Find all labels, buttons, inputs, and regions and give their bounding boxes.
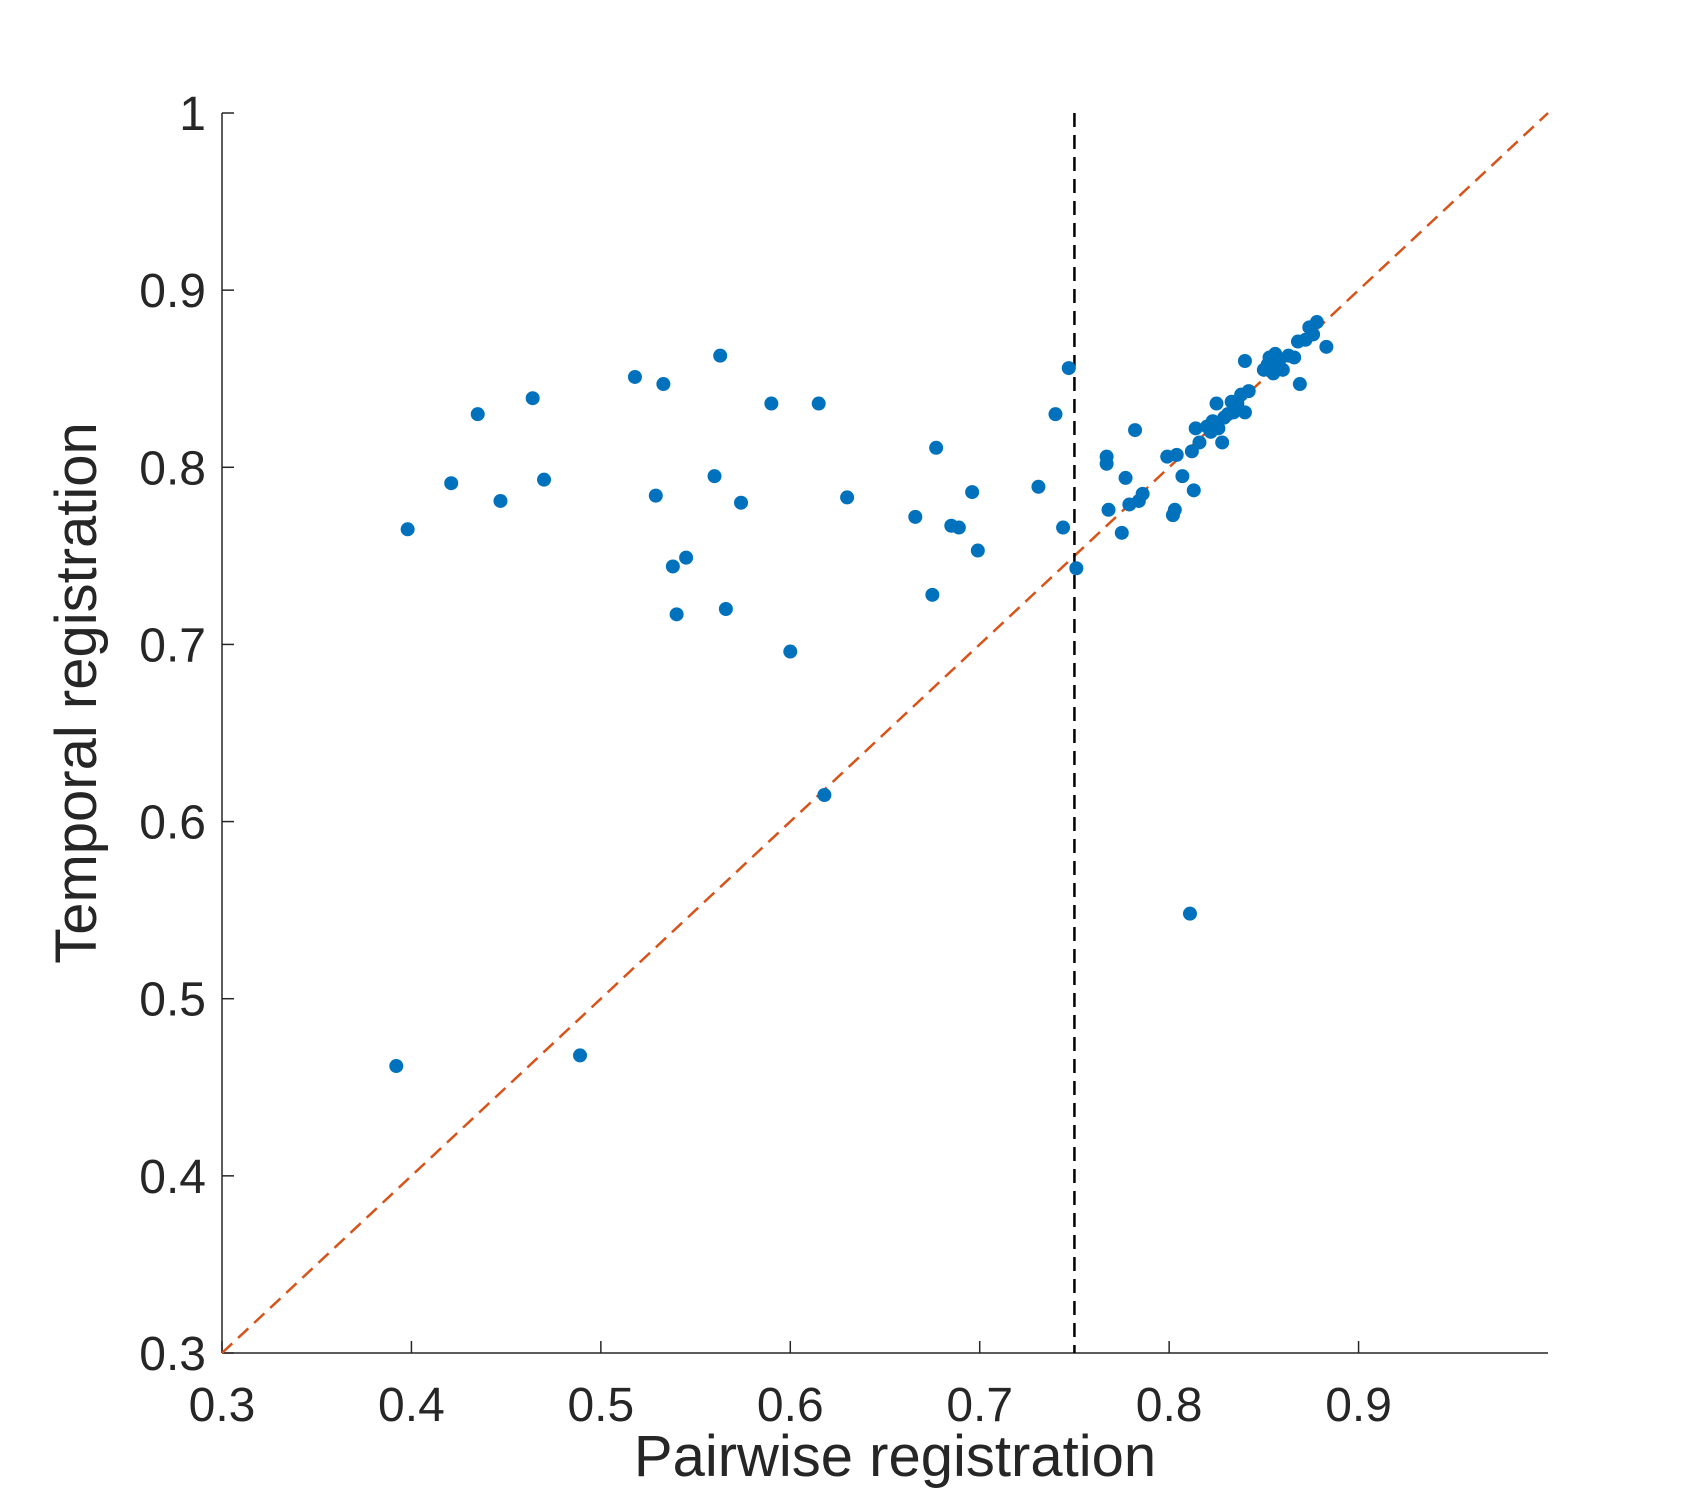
data-point — [537, 472, 552, 487]
y-axis-title: Temporal registration — [44, 422, 109, 964]
y-tick-label: 0.4 — [139, 1151, 206, 1204]
data-point — [713, 348, 728, 363]
data-point — [811, 396, 826, 411]
data-point — [1056, 520, 1071, 535]
data-point — [389, 1059, 404, 1074]
y-tick-label: 0.3 — [139, 1328, 206, 1381]
data-point — [1319, 339, 1334, 354]
data-point — [840, 490, 855, 505]
data-point — [1061, 361, 1076, 376]
reference-lines — [221, 112, 1549, 1354]
data-point — [1188, 421, 1203, 436]
data-point — [1128, 423, 1143, 438]
data-point — [925, 587, 940, 602]
data-point — [1135, 486, 1150, 501]
data-point — [525, 391, 540, 406]
data-point — [1118, 470, 1133, 485]
data-point — [679, 550, 694, 565]
data-point — [965, 485, 980, 500]
data-point — [573, 1048, 588, 1063]
data-point — [1069, 561, 1084, 576]
data-point — [1099, 456, 1114, 471]
data-point — [493, 493, 508, 508]
data-point — [1241, 384, 1256, 399]
data-point — [1275, 362, 1290, 377]
x-axis-ticks: 0.3 0.4 0.5 0.6 0.7 0.8 0.9 — [189, 1341, 1392, 1432]
data-point — [718, 602, 733, 616]
identity-diagonal-line — [221, 112, 1549, 1354]
data-point — [656, 377, 671, 392]
data-point — [627, 369, 642, 384]
data-point — [665, 559, 680, 574]
data-point — [707, 469, 722, 484]
data-point — [817, 788, 832, 802]
data-point — [400, 522, 415, 537]
x-tick-label: 0.5 — [567, 1379, 634, 1432]
data-point — [648, 488, 663, 503]
data-point — [1167, 502, 1182, 517]
data-point — [783, 644, 798, 659]
data-point — [1292, 377, 1307, 392]
data-point — [1209, 396, 1224, 411]
x-tick-label: 0.7 — [946, 1379, 1013, 1432]
y-axis-ticks: 0.3 0.4 0.5 0.6 0.7 0.8 0.9 1 — [139, 88, 234, 1381]
data-point — [1048, 407, 1063, 422]
data-point — [669, 607, 684, 622]
data-point — [908, 509, 923, 524]
data-point — [1211, 421, 1226, 436]
data-point — [1237, 354, 1252, 368]
data-point — [970, 543, 985, 558]
data-point — [1101, 502, 1116, 517]
y-tick-label: 0.7 — [139, 619, 206, 672]
x-tick-label: 0.9 — [1325, 1379, 1392, 1432]
data-point — [1031, 479, 1046, 494]
y-tick-label: 1 — [179, 88, 206, 141]
data-point — [1192, 435, 1207, 450]
x-axis-title: Pairwise registration — [634, 1424, 1156, 1489]
data-point — [444, 476, 459, 491]
data-point — [1287, 350, 1302, 365]
data-point — [951, 520, 966, 535]
y-tick-label: 0.5 — [139, 974, 206, 1027]
data-point — [1237, 405, 1252, 420]
plot-area: 0.3 0.4 0.5 0.6 0.7 0.8 0.9 0.3 0.4 0.5 0.6 0.7 0.8… — [139, 88, 1549, 1432]
data-point — [1186, 483, 1201, 498]
data-point — [734, 495, 749, 510]
x-tick-label: 0.6 — [757, 1379, 824, 1432]
data-point — [1169, 447, 1184, 462]
x-tick-label: 0.3 — [189, 1379, 256, 1432]
data-point — [1309, 315, 1324, 330]
data-point — [1114, 525, 1129, 540]
data-point — [1306, 327, 1321, 342]
data-point — [1215, 435, 1230, 450]
data-points — [389, 315, 1334, 1074]
data-point — [1175, 469, 1190, 484]
y-tick-label: 0.8 — [139, 442, 206, 495]
data-point — [929, 440, 944, 455]
x-tick-label: 0.4 — [378, 1379, 445, 1432]
x-tick-label: 0.8 — [1136, 1379, 1203, 1432]
data-point — [1182, 906, 1197, 921]
data-point — [764, 396, 779, 411]
y-tick-label: 0.6 — [139, 797, 206, 850]
y-tick-label: 0.9 — [139, 265, 206, 318]
data-point — [470, 407, 485, 422]
